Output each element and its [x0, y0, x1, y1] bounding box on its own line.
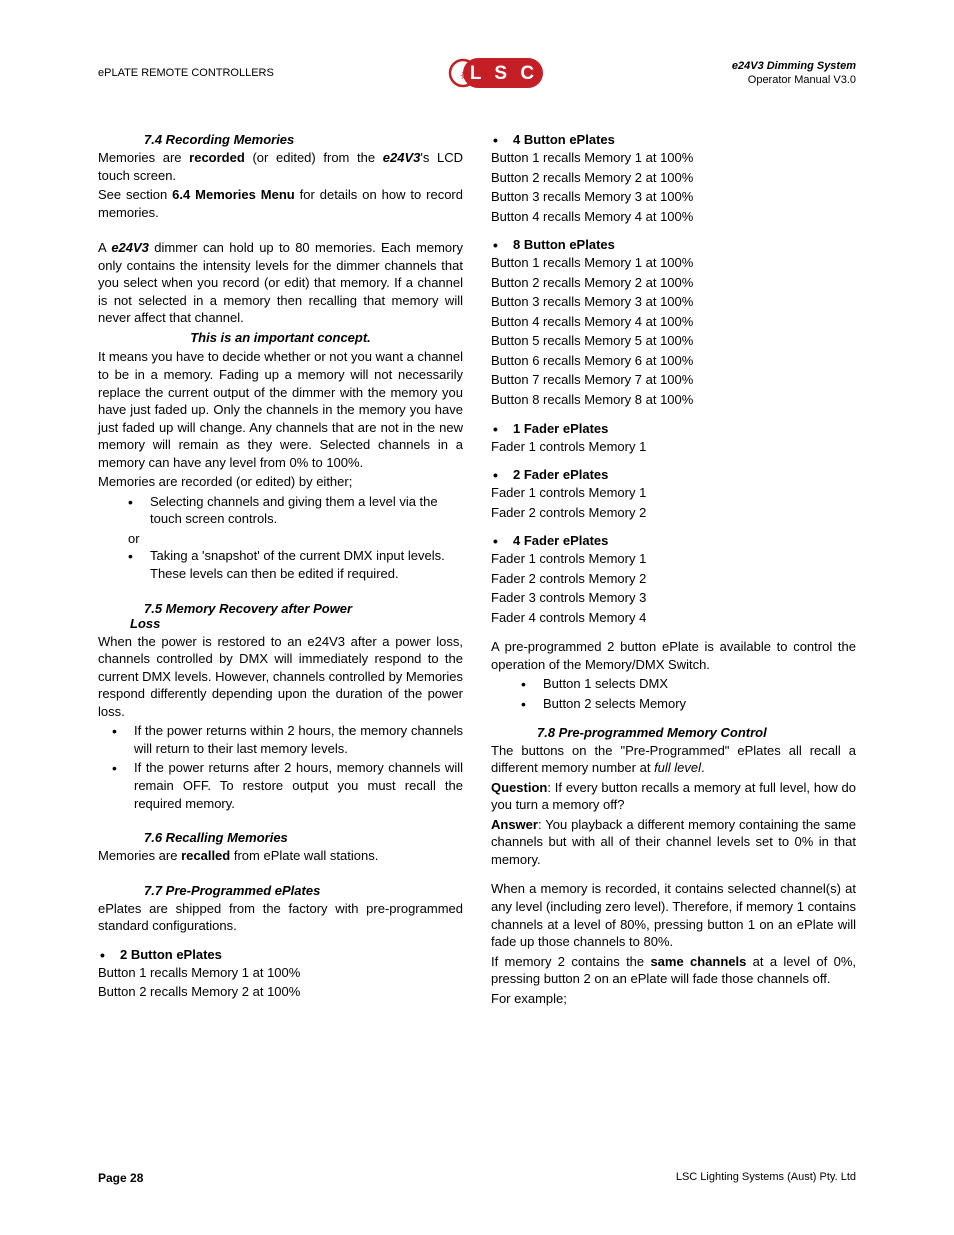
- header-right-sub: Operator Manual V3.0: [732, 73, 856, 87]
- line: Fader 4 controls Memory 4: [491, 609, 856, 627]
- list-item: Taking a 'snapshot' of the current DMX i…: [98, 547, 463, 582]
- header-right: e24V3 Dimming System Operator Manual V3.…: [732, 59, 856, 88]
- logo: ☼ L S C: [448, 58, 558, 88]
- para: Memories are recalled from ePlate wall s…: [98, 847, 463, 865]
- line: Button 8 recalls Memory 8 at 100%: [491, 391, 856, 409]
- heading-7-5: 7.5 Memory Recovery after Power Loss: [98, 601, 463, 631]
- para: Answer: You playback a different memory …: [491, 816, 856, 869]
- list-item: If the power returns within 2 hours, the…: [98, 722, 463, 757]
- heading-7-7: 7.7 Pre-Programmed ePlates: [144, 883, 463, 898]
- line: Button 2 recalls Memory 2 at 100%: [491, 169, 856, 187]
- para: A e24V3 dimmer can hold up to 80 memorie…: [98, 239, 463, 327]
- list-item: Selecting channels and giving them a lev…: [98, 493, 463, 528]
- line: Button 7 recalls Memory 7 at 100%: [491, 371, 856, 389]
- para: It means you have to decide whether or n…: [98, 348, 463, 471]
- svg-text:L S C: L S C: [470, 63, 538, 84]
- line: Button 3 recalls Memory 3 at 100%: [491, 293, 856, 311]
- list-item: If the power returns after 2 hours, memo…: [98, 759, 463, 812]
- para: When the power is restored to an e24V3 a…: [98, 633, 463, 721]
- para: For example;: [491, 990, 856, 1008]
- bullet-list: Button 1 selects DMX Button 2 selects Me…: [491, 675, 856, 712]
- para: See section 6.4 Memories Menu for detail…: [98, 186, 463, 221]
- line: Button 2 recalls Memory 2 at 100%: [98, 983, 463, 1001]
- line: Button 1 recalls Memory 1 at 100%: [98, 964, 463, 982]
- bullet-list: If the power returns within 2 hours, the…: [98, 722, 463, 812]
- page-number: Page 28: [98, 1171, 143, 1185]
- line: Fader 2 controls Memory 2: [491, 504, 856, 522]
- line: Fader 1 controls Memory 1: [491, 550, 856, 568]
- para: When a memory is recorded, it contains s…: [491, 880, 856, 950]
- subheading-2-fader: 2 Fader ePlates: [491, 467, 856, 482]
- left-column: 7.4 Recording Memories Memories are reco…: [98, 132, 463, 1009]
- line: Button 2 recalls Memory 2 at 100%: [491, 274, 856, 292]
- para: ePlates are shipped from the factory wit…: [98, 900, 463, 935]
- page-footer: Page 28 LSC Lighting Systems (Aust) Pty.…: [98, 1171, 856, 1185]
- line: Button 1 recalls Memory 1 at 100%: [491, 149, 856, 167]
- para: Question: If every button recalls a memo…: [491, 779, 856, 814]
- important-concept: This is an important concept.: [98, 329, 463, 347]
- heading-7-6: 7.6 Recalling Memories: [144, 830, 463, 845]
- bullet-list: Taking a 'snapshot' of the current DMX i…: [98, 547, 463, 582]
- line: Button 3 recalls Memory 3 at 100%: [491, 188, 856, 206]
- heading-7-4: 7.4 Recording Memories: [144, 132, 463, 147]
- para: Memories are recorded (or edited) from t…: [98, 149, 463, 184]
- line: Fader 1 controls Memory 1: [491, 484, 856, 502]
- para: Memories are recorded (or edited) by eit…: [98, 473, 463, 491]
- list-item: Button 1 selects DMX: [491, 675, 856, 693]
- subheading-1-fader: 1 Fader ePlates: [491, 421, 856, 436]
- heading-7-8: 7.8 Pre-programmed Memory Control: [537, 725, 856, 740]
- line: Button 1 recalls Memory 1 at 100%: [491, 254, 856, 272]
- subheading-4-button: 4 Button ePlates: [491, 132, 856, 147]
- lsc-logo-icon: ☼ L S C: [448, 58, 558, 88]
- para: A pre-programmed 2 button ePlate is avai…: [491, 638, 856, 673]
- line: Button 6 recalls Memory 6 at 100%: [491, 352, 856, 370]
- header-left: ePLATE REMOTE CONTROLLERS: [98, 67, 274, 79]
- page: ePLATE REMOTE CONTROLLERS ☼ L S C e24V3 …: [0, 0, 954, 1235]
- line: Fader 1 controls Memory 1: [491, 438, 856, 456]
- page-header: ePLATE REMOTE CONTROLLERS ☼ L S C e24V3 …: [98, 58, 856, 88]
- line: Fader 2 controls Memory 2: [491, 570, 856, 588]
- para: If memory 2 contains the same channels a…: [491, 953, 856, 988]
- company-name: LSC Lighting Systems (Aust) Pty. Ltd: [676, 1171, 856, 1185]
- header-right-title: e24V3 Dimming System: [732, 59, 856, 73]
- bullet-list: Selecting channels and giving them a lev…: [98, 493, 463, 528]
- content-columns: 7.4 Recording Memories Memories are reco…: [98, 132, 856, 1009]
- line: Button 4 recalls Memory 4 at 100%: [491, 208, 856, 226]
- subheading-2-button: 2 Button ePlates: [98, 947, 463, 962]
- subheading-8-button: 8 Button ePlates: [491, 237, 856, 252]
- or-text: or: [98, 530, 463, 548]
- subheading-4-fader: 4 Fader ePlates: [491, 533, 856, 548]
- right-column: 4 Button ePlates Button 1 recalls Memory…: [491, 132, 856, 1009]
- para: The buttons on the "Pre-Programmed" ePla…: [491, 742, 856, 777]
- line: Button 4 recalls Memory 4 at 100%: [491, 313, 856, 331]
- line: Button 5 recalls Memory 5 at 100%: [491, 332, 856, 350]
- line: Fader 3 controls Memory 3: [491, 589, 856, 607]
- list-item: Button 2 selects Memory: [491, 695, 856, 713]
